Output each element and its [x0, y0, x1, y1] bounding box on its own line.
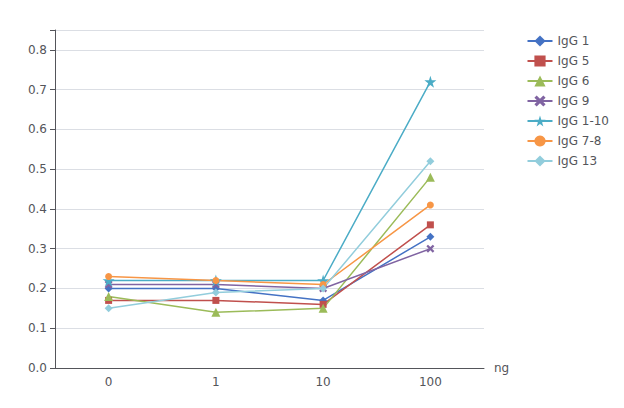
svg-text:0.0: 0.0: [28, 361, 47, 375]
svg-text:100: 100: [419, 375, 442, 389]
svg-text:0.6: 0.6: [28, 122, 47, 136]
svg-text:0.2: 0.2: [28, 281, 47, 295]
svg-text:0.7: 0.7: [28, 83, 47, 97]
svg-text:ng: ng: [494, 361, 509, 375]
svg-text:0.4: 0.4: [28, 202, 47, 216]
svg-text:0.5: 0.5: [28, 162, 47, 176]
svg-text:IgG 6: IgG 6: [557, 74, 589, 88]
svg-text:IgG 13: IgG 13: [557, 154, 597, 168]
svg-text:IgG 1: IgG 1: [557, 34, 589, 48]
svg-text:0.3: 0.3: [28, 242, 47, 256]
svg-text:0.1: 0.1: [28, 321, 47, 335]
svg-text:0: 0: [105, 375, 113, 389]
svg-text:10: 10: [315, 375, 330, 389]
svg-text:IgG 7-8: IgG 7-8: [557, 134, 601, 148]
svg-text:IgG 9: IgG 9: [557, 94, 589, 108]
svg-text:IgG 1-10: IgG 1-10: [557, 114, 609, 128]
svg-text:0.8: 0.8: [28, 43, 47, 57]
svg-text:IgG 5: IgG 5: [557, 54, 589, 68]
svg-text:1: 1: [212, 375, 220, 389]
